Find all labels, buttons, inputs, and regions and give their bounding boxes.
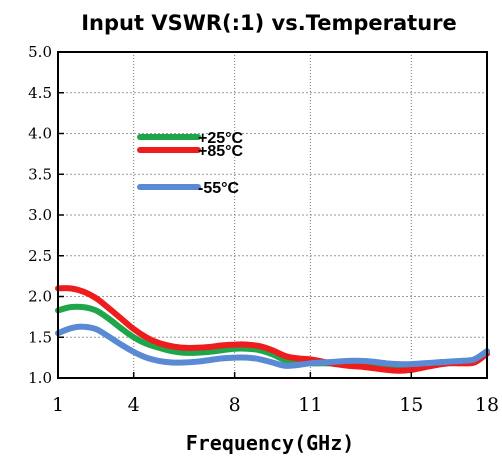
- axis-ticks: 5.0 4.5 4.0 3.5 3.0 2.5 2.0 1.5 1.01 4 8 11 15 18: [28, 43, 499, 416]
- y-tick-label: 4.5: [28, 84, 52, 102]
- series-line-1: [55, 285, 490, 374]
- x-tick-label: 1: [52, 394, 64, 416]
- y-tick-label: 3.5: [28, 165, 52, 183]
- x-tick-label: 4: [128, 394, 140, 416]
- series-lines: [55, 285, 490, 374]
- y-tick-label: 1.5: [28, 328, 52, 346]
- y-tick-label: 1.0: [28, 369, 52, 387]
- chart-title: Input VSWR(:1) vs.Temperature: [81, 11, 457, 35]
- legend-label-0: +25°C: [198, 130, 244, 147]
- x-tick-label: 11: [298, 394, 322, 416]
- x-tick-label: 15: [399, 394, 423, 416]
- x-axis-label: Frequency(GHz): [186, 431, 355, 455]
- y-tick-label: 2.0: [28, 288, 52, 306]
- y-tick-label: 2.5: [28, 247, 52, 265]
- series-line-2: [55, 323, 490, 369]
- legend: +25°C+85°C -55°C: [137, 130, 244, 197]
- y-tick-label: 4.0: [28, 125, 52, 143]
- legend-label-2: -55°C: [198, 180, 240, 197]
- x-tick-label: 8: [229, 394, 241, 416]
- grid: [58, 52, 487, 378]
- y-tick-label: 5.0: [28, 43, 52, 61]
- series-line-0: [55, 303, 490, 369]
- legend-label-1: +85°C: [198, 143, 244, 160]
- x-tick-label: 18: [475, 394, 499, 416]
- y-tick-label: 3.0: [28, 206, 52, 224]
